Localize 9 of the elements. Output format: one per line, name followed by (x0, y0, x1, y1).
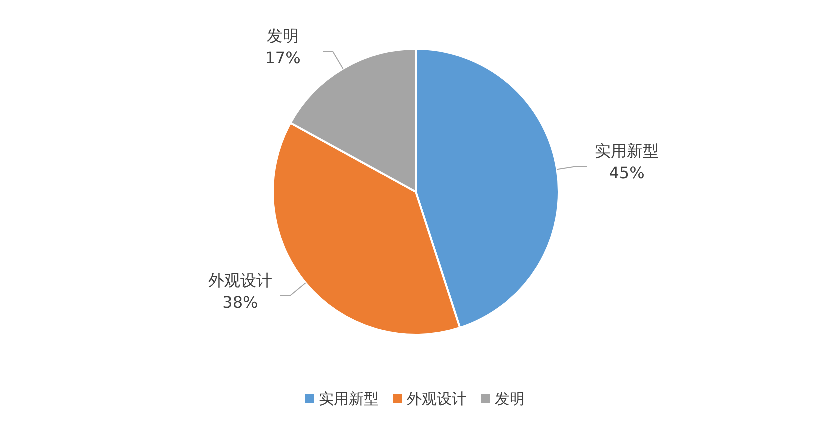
slice-label: 外观设计 (208, 270, 272, 290)
slice-label: 实用新型 (594, 142, 659, 160)
data-label: 45% (609, 164, 645, 182)
legend-label: 实用新型 (319, 390, 379, 408)
slice-label: 发明 (267, 26, 300, 46)
data-label: 38% (222, 292, 258, 312)
legend-label: 发明 (495, 390, 525, 408)
data-label: 17% (265, 48, 301, 68)
legend-label: 外观设计 (407, 390, 467, 408)
